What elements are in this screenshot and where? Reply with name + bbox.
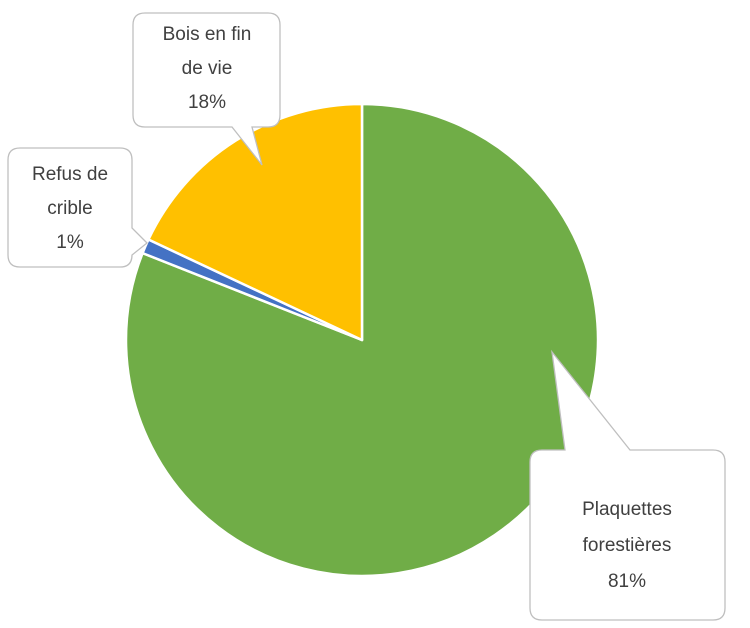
- callouts: [7, 12, 726, 621]
- callout-box: [529, 349, 726, 621]
- callout-box: [132, 12, 281, 166]
- data-label: Plaquettes forestières 81%: [562, 492, 692, 600]
- value-label: 81%: [607, 571, 647, 592]
- pie-slice: [147, 102, 364, 342]
- slices: [124, 102, 600, 578]
- data-label: Refus de crible 1%: [15, 158, 125, 260]
- data-label: Bois en fin de vie 18%: [152, 18, 262, 120]
- callout-box: [7, 147, 148, 268]
- value-label: 18%: [187, 92, 227, 113]
- category-label: Refus de crible: [31, 164, 109, 219]
- value-label: 1%: [56, 232, 84, 253]
- category-label: Bois en fin de vie: [162, 24, 252, 79]
- category-label: Plaquettes forestières: [582, 499, 672, 556]
